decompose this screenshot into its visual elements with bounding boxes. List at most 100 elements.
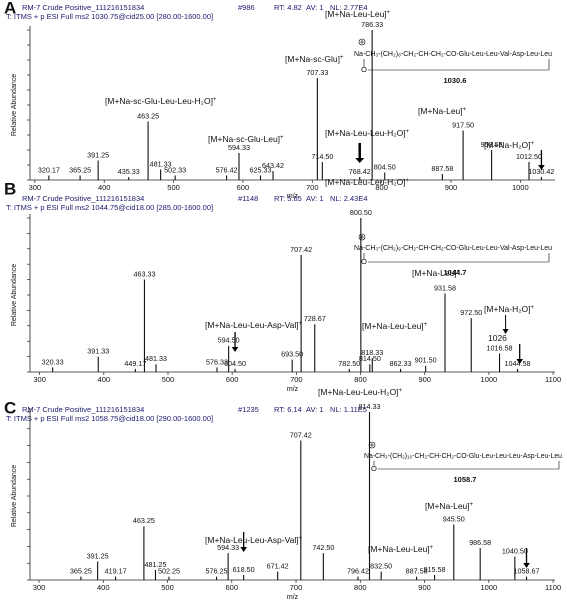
peak-label: 594.33 bbox=[228, 143, 250, 152]
header-scan: #1235 bbox=[238, 405, 259, 414]
arrow-head bbox=[538, 165, 545, 170]
ion-charge: + bbox=[387, 10, 391, 16]
ion-label: [M+Na-Leu-Leu] bbox=[368, 544, 430, 554]
peak-label: 463.25 bbox=[133, 516, 155, 525]
x-tick-label: 400 bbox=[97, 583, 110, 592]
peak-label: 481.33 bbox=[150, 159, 172, 168]
peak-label: 1030.42 bbox=[528, 167, 554, 176]
peak-label: 576.25 bbox=[206, 567, 228, 576]
x-tick-label: 700 bbox=[290, 375, 303, 384]
peak-label: 742.50 bbox=[312, 543, 334, 552]
header-run: RM-7 Crude Positive_111216151834 bbox=[22, 3, 144, 12]
ion-label: [M+Na-Leu] bbox=[418, 106, 463, 116]
ion-label: [M+Na-H₂O] bbox=[484, 304, 531, 314]
ion-charge: + bbox=[531, 305, 535, 311]
arrow-head bbox=[516, 359, 524, 364]
structure-formula: Na-CH₃-(CH₂)₉-CH₂-CH-CH₂-CO-Glu-Leu-Leu-… bbox=[354, 243, 552, 252]
structure-formula: Na-CH₃-(CH₂)₁₀-CH₂-CH-CH₂-CO-Glu-Leu-Leu… bbox=[364, 451, 562, 460]
x-tick-label: 300 bbox=[33, 583, 46, 592]
x-tick-label: 1000 bbox=[480, 583, 497, 592]
panel-label: C bbox=[4, 398, 16, 417]
peak-label: 391.25 bbox=[87, 551, 109, 560]
structure-formula: Na-CH₃-(CH₂)₈-CH₂-CH-CH₂-CO-Glu-Leu-Leu-… bbox=[354, 49, 552, 58]
arrow-head bbox=[523, 563, 530, 568]
scan-header: RM-7 Crude Positive_111216151834 #1148 RT:… bbox=[22, 194, 368, 203]
header-av: AV: 1 bbox=[306, 3, 324, 12]
x-tick-label: 300 bbox=[33, 375, 46, 384]
ion-label: [M+Na-Leu] bbox=[412, 268, 457, 278]
ion-annotation: [M+Na-Leu-Leu]+ bbox=[362, 321, 428, 331]
ion-annotation: [M+Na-Leu-Leu-H₂O]+ bbox=[318, 387, 403, 397]
header-scan: #986 bbox=[238, 3, 255, 12]
ion-annotation: [M+Na-Leu-Leu]+ bbox=[325, 9, 391, 19]
x-tick-label: 300 bbox=[29, 183, 42, 192]
x-tick-label: 900 bbox=[445, 183, 458, 192]
ion-annotation: [M+Na-sc-Glu-Leu-Leu-H₂O]+ bbox=[105, 96, 217, 106]
arrow-head bbox=[502, 329, 509, 334]
ion-annotation: [M+Na-sc-Glu-Leu]+ bbox=[208, 134, 284, 144]
peak-label: 887.58 bbox=[406, 567, 428, 576]
x-tick-label: 500 bbox=[167, 183, 180, 192]
scan-header: RM-7 Crude Positive_111216151834 #986 RT: … bbox=[22, 3, 368, 12]
arrow-head bbox=[231, 347, 239, 352]
peak-label: 707.42 bbox=[290, 245, 312, 254]
x-tick-label: 1100 bbox=[545, 375, 561, 384]
peak-label: 814.50 bbox=[359, 354, 381, 363]
ion-charge: + bbox=[299, 536, 303, 542]
ion-label: [M+Na-Leu-Leu-Asp-Val] bbox=[205, 320, 299, 330]
x-tick-label: 400 bbox=[98, 183, 111, 192]
peak-label: 862.33 bbox=[390, 359, 412, 368]
header-scan: #1148 bbox=[238, 194, 258, 203]
x-tick-label: 400 bbox=[98, 375, 111, 384]
peak-label: 449.17 bbox=[124, 359, 146, 368]
ion-charge: + bbox=[430, 545, 434, 551]
peak-label: 986.58 bbox=[469, 538, 491, 547]
peak-label: 419.17 bbox=[105, 567, 127, 576]
ion-annotation: [M+Na-Leu-Leu-H₂O]+ bbox=[325, 128, 410, 138]
header-av: AV: 1 bbox=[306, 405, 324, 414]
peak-label: 320.33 bbox=[42, 357, 64, 366]
peak-label: 594.50 bbox=[218, 336, 240, 345]
peak-label: 917.50 bbox=[452, 120, 474, 129]
header-av: AV: 1 bbox=[306, 194, 324, 203]
peak-label: 800.50 bbox=[350, 208, 372, 217]
ion-annotation: [M+Na-Leu]+ bbox=[418, 106, 467, 116]
header-nl: NL: 1.11E5 bbox=[330, 405, 367, 414]
peak-label: 435.33 bbox=[118, 167, 140, 176]
peak-label: 814.33 bbox=[359, 402, 381, 411]
ring-atom: O bbox=[361, 257, 367, 266]
ion-charge: + bbox=[406, 178, 410, 184]
ion-charge: + bbox=[280, 135, 284, 141]
peak-label: 502.25 bbox=[158, 567, 180, 576]
ion-label: [M+Na-sc-Glu-Leu-Leu-H₂O] bbox=[105, 96, 213, 106]
peak-label: 818.33 bbox=[361, 348, 383, 357]
ion-label: [M+Na-Leu] bbox=[425, 501, 470, 511]
x-tick-label: 600 bbox=[226, 375, 239, 384]
peak-label: 832.50 bbox=[370, 562, 392, 571]
x-tick-label: 600 bbox=[237, 183, 250, 192]
x-axis-label: m/z bbox=[287, 386, 299, 393]
x-tick-label: 1000 bbox=[481, 375, 498, 384]
peak-label: 1044.58 bbox=[505, 359, 531, 368]
peak-label: 728.67 bbox=[304, 314, 326, 323]
peak-label: 782.50 bbox=[338, 359, 360, 368]
x-tick-label: 600 bbox=[226, 583, 239, 592]
peak-label: 1058.67 bbox=[514, 567, 540, 576]
charge-plus bbox=[360, 40, 364, 44]
header-run: RM-7 Crude Positive_111216151834 bbox=[22, 194, 144, 203]
ion-charge: + bbox=[457, 269, 461, 275]
ion-annotation: [M+Na-H₂O]+ bbox=[484, 304, 535, 314]
ion-charge: + bbox=[399, 388, 403, 394]
charge-plus bbox=[370, 443, 374, 447]
peak-label: 958.58 bbox=[481, 140, 503, 149]
ion-annotation: [M+Na-Leu-Leu]+ bbox=[368, 544, 434, 554]
header-run: RM-7 Crude Positive_111216151834 bbox=[22, 405, 144, 414]
peak-label: 768.42 bbox=[349, 167, 371, 176]
ion-annotation: [M+Na-Leu]+ bbox=[425, 501, 474, 511]
peak-label: 707.42 bbox=[290, 430, 312, 439]
peak-label: 481.33 bbox=[145, 354, 167, 363]
x-tick-label: 800 bbox=[375, 183, 388, 192]
x-tick-label: 900 bbox=[418, 375, 431, 384]
ion-annotation: 1026 bbox=[488, 333, 507, 343]
